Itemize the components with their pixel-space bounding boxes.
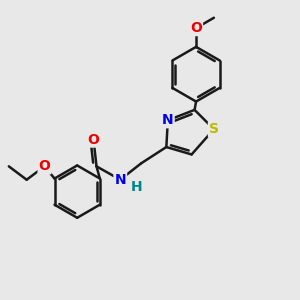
Text: H: H — [131, 180, 142, 194]
Text: S: S — [209, 122, 219, 136]
Text: O: O — [88, 133, 100, 147]
Text: O: O — [190, 21, 202, 35]
Text: N: N — [115, 173, 126, 187]
Text: O: O — [38, 159, 50, 173]
Text: N: N — [162, 113, 174, 127]
